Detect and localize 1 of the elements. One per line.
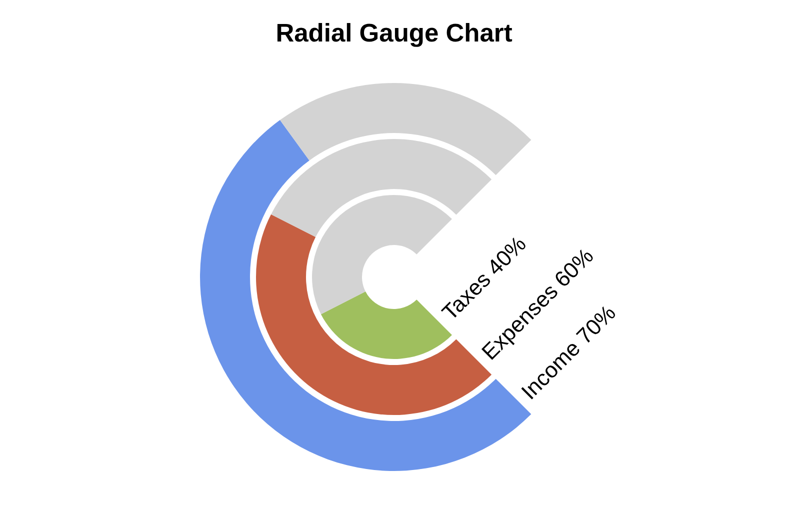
chart-title: Radial Gauge Chart <box>276 20 513 48</box>
